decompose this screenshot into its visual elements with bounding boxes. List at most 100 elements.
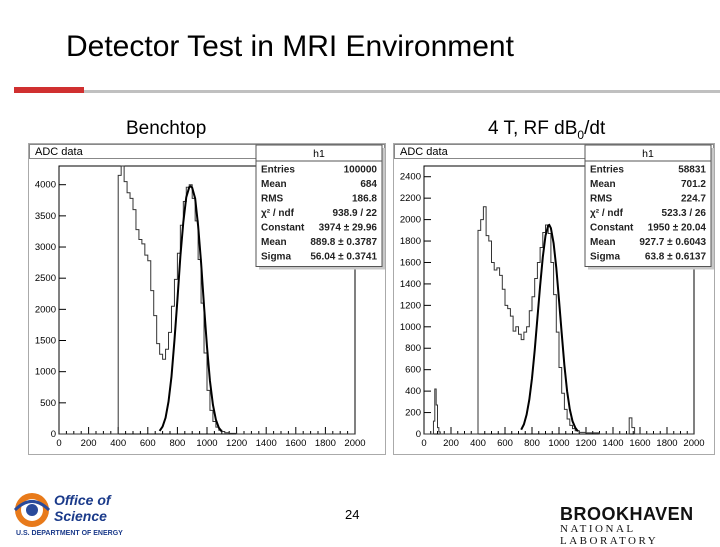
stats-value: 927.7 ± 0.6043 (639, 237, 706, 248)
y-tick-label: 2200 (400, 193, 421, 204)
histogram-panel-benchtop: ADC data 0 200 400 600 800 1000 1200 1400 1600 180… (28, 143, 386, 455)
y-tick-label: 2400 (400, 172, 421, 183)
stats-key: Sigma (261, 252, 291, 263)
stats-key: Entries (261, 165, 295, 176)
stats-key: χ² / ndf (590, 208, 624, 219)
histogram-panel-4t: ADC data 0 200 400 600 800 1000 1200 1400 1600 180… (393, 143, 715, 455)
y-tick-label: 500 (40, 398, 56, 409)
label-4t-rf-main: 4 T, RF dB (488, 118, 578, 139)
label-4t-rf-tail: /dt (584, 118, 606, 139)
x-tick-label: 400 (110, 438, 126, 449)
bnl-line2: NATIONAL LABORATORY (560, 523, 659, 547)
page-number: 24 (345, 507, 360, 522)
chart-title: ADC data (400, 146, 449, 158)
stats-value: 63.8 ± 0.6137 (645, 252, 707, 263)
y-tick-label: 2000 (35, 304, 56, 315)
x-tick-label: 600 (140, 438, 156, 449)
y-tick-label: 1600 (400, 257, 421, 268)
x-tick-label: 200 (81, 438, 97, 449)
stats-value: 684 (360, 179, 377, 190)
x-tick-label: 400 (470, 438, 486, 449)
stats-box (584, 144, 712, 267)
x-tick-label: 1800 (656, 438, 677, 449)
slide-title: Detector Test in MRI Environment (66, 30, 514, 63)
y-tick-label: 200 (405, 408, 421, 419)
y-tick-label: 1500 (35, 336, 56, 347)
stats-key: Sigma (590, 252, 620, 263)
stats-key: Constant (261, 223, 305, 234)
x-tick-label: 800 (169, 438, 185, 449)
doe-logo-graphic: Office of Science U.S. DEPARTMENT OF ENE… (13, 492, 123, 537)
stats-value: 100000 (344, 165, 378, 176)
stats-name: h1 (642, 148, 654, 160)
bnl-line1: BROOKHAVEN (560, 504, 694, 524)
x-tick-label: 1200 (226, 438, 247, 449)
doe-office-of-science-logo: Office of Science U.S. DEPARTMENT OF ENE… (8, 488, 168, 543)
y-tick-label: 400 (405, 386, 421, 397)
stats-key: Constant (590, 223, 634, 234)
stats-value: 523.3 / 26 (662, 208, 707, 219)
histogram-benchtop: ADC data 0 200 400 600 800 1000 1200 1400 1600 180… (29, 144, 385, 449)
stats-key: RMS (590, 194, 613, 205)
x-tick-label: 200 (443, 438, 459, 449)
y-tick-label: 800 (405, 343, 421, 354)
x-tick-label: 1400 (256, 438, 277, 449)
y-tick-label: 0 (51, 429, 56, 440)
stats-key: Mean (590, 179, 616, 190)
y-tick-label: 1800 (400, 236, 421, 247)
x-tick-label: 0 (421, 438, 426, 449)
chart-title: ADC data (35, 146, 84, 158)
stats-value: 3974 ± 29.96 (319, 223, 378, 234)
stats-box (255, 144, 383, 267)
y-tick-label: 1000 (400, 322, 421, 333)
gaussian-fit-line (158, 185, 223, 433)
title-divider (14, 87, 720, 93)
y-tick-label: 1000 (35, 367, 56, 378)
stats-value: 58831 (678, 165, 706, 176)
y-tick-label: 0 (416, 429, 421, 440)
x-tick-label: 2000 (344, 438, 365, 449)
histogram-series (59, 165, 355, 435)
doe-line3: U.S. DEPARTMENT OF ENERGY (16, 530, 123, 537)
gaussian-fit-line (520, 223, 579, 432)
label-4t-rf-subscript: 0 (577, 127, 585, 142)
y-tick-label: 1400 (400, 279, 421, 290)
x-tick-label: 1600 (629, 438, 650, 449)
histogram-series (424, 206, 694, 435)
stats-key: Mean (261, 179, 287, 190)
doe-line1: Office of (54, 492, 112, 508)
label-benchtop: Benchtop (126, 118, 207, 140)
y-tick-label: 3500 (35, 211, 56, 222)
y-tick-label: 2000 (400, 215, 421, 226)
x-tick-label: 1000 (196, 438, 217, 449)
stats-key: Mean (261, 237, 287, 248)
x-tick-label: 2000 (683, 438, 704, 449)
x-tick-label: 800 (524, 438, 540, 449)
y-tick-label: 600 (405, 365, 421, 376)
stats-value: 224.7 (681, 194, 706, 205)
y-tick-label: 4000 (35, 180, 56, 191)
histogram-4t: ADC data 0 200 400 600 800 1000 1200 1400 1600 180… (394, 144, 714, 449)
y-tick-label: 2500 (35, 273, 56, 284)
x-tick-label: 1800 (315, 438, 336, 449)
stats-name: h1 (313, 148, 325, 160)
y-tick-label: 1200 (400, 300, 421, 311)
doe-line2: Science (54, 508, 107, 524)
x-tick-label: 1200 (575, 438, 596, 449)
x-tick-label: 1000 (548, 438, 569, 449)
stats-key: Entries (590, 165, 624, 176)
x-tick-label: 1600 (285, 438, 306, 449)
x-tick-label: 600 (497, 438, 513, 449)
stats-key: RMS (261, 194, 284, 205)
stats-value: 889.8 ± 0.3787 (310, 237, 377, 248)
stats-value: 56.04 ± 0.3741 (310, 252, 377, 263)
x-tick-label: 1400 (602, 438, 623, 449)
stats-key: χ² / ndf (261, 208, 295, 219)
y-tick-label: 3000 (35, 242, 56, 253)
label-4t-rf: 4 T, RF dB0/dt (488, 118, 606, 142)
stats-value: 701.2 (681, 179, 706, 190)
stats-value: 186.8 (352, 194, 377, 205)
stats-key: Mean (590, 237, 616, 248)
stats-value: 938.9 / 22 (333, 208, 378, 219)
brookhaven-logo: BROOKHAVEN NATIONAL LABORATORY (560, 504, 720, 547)
